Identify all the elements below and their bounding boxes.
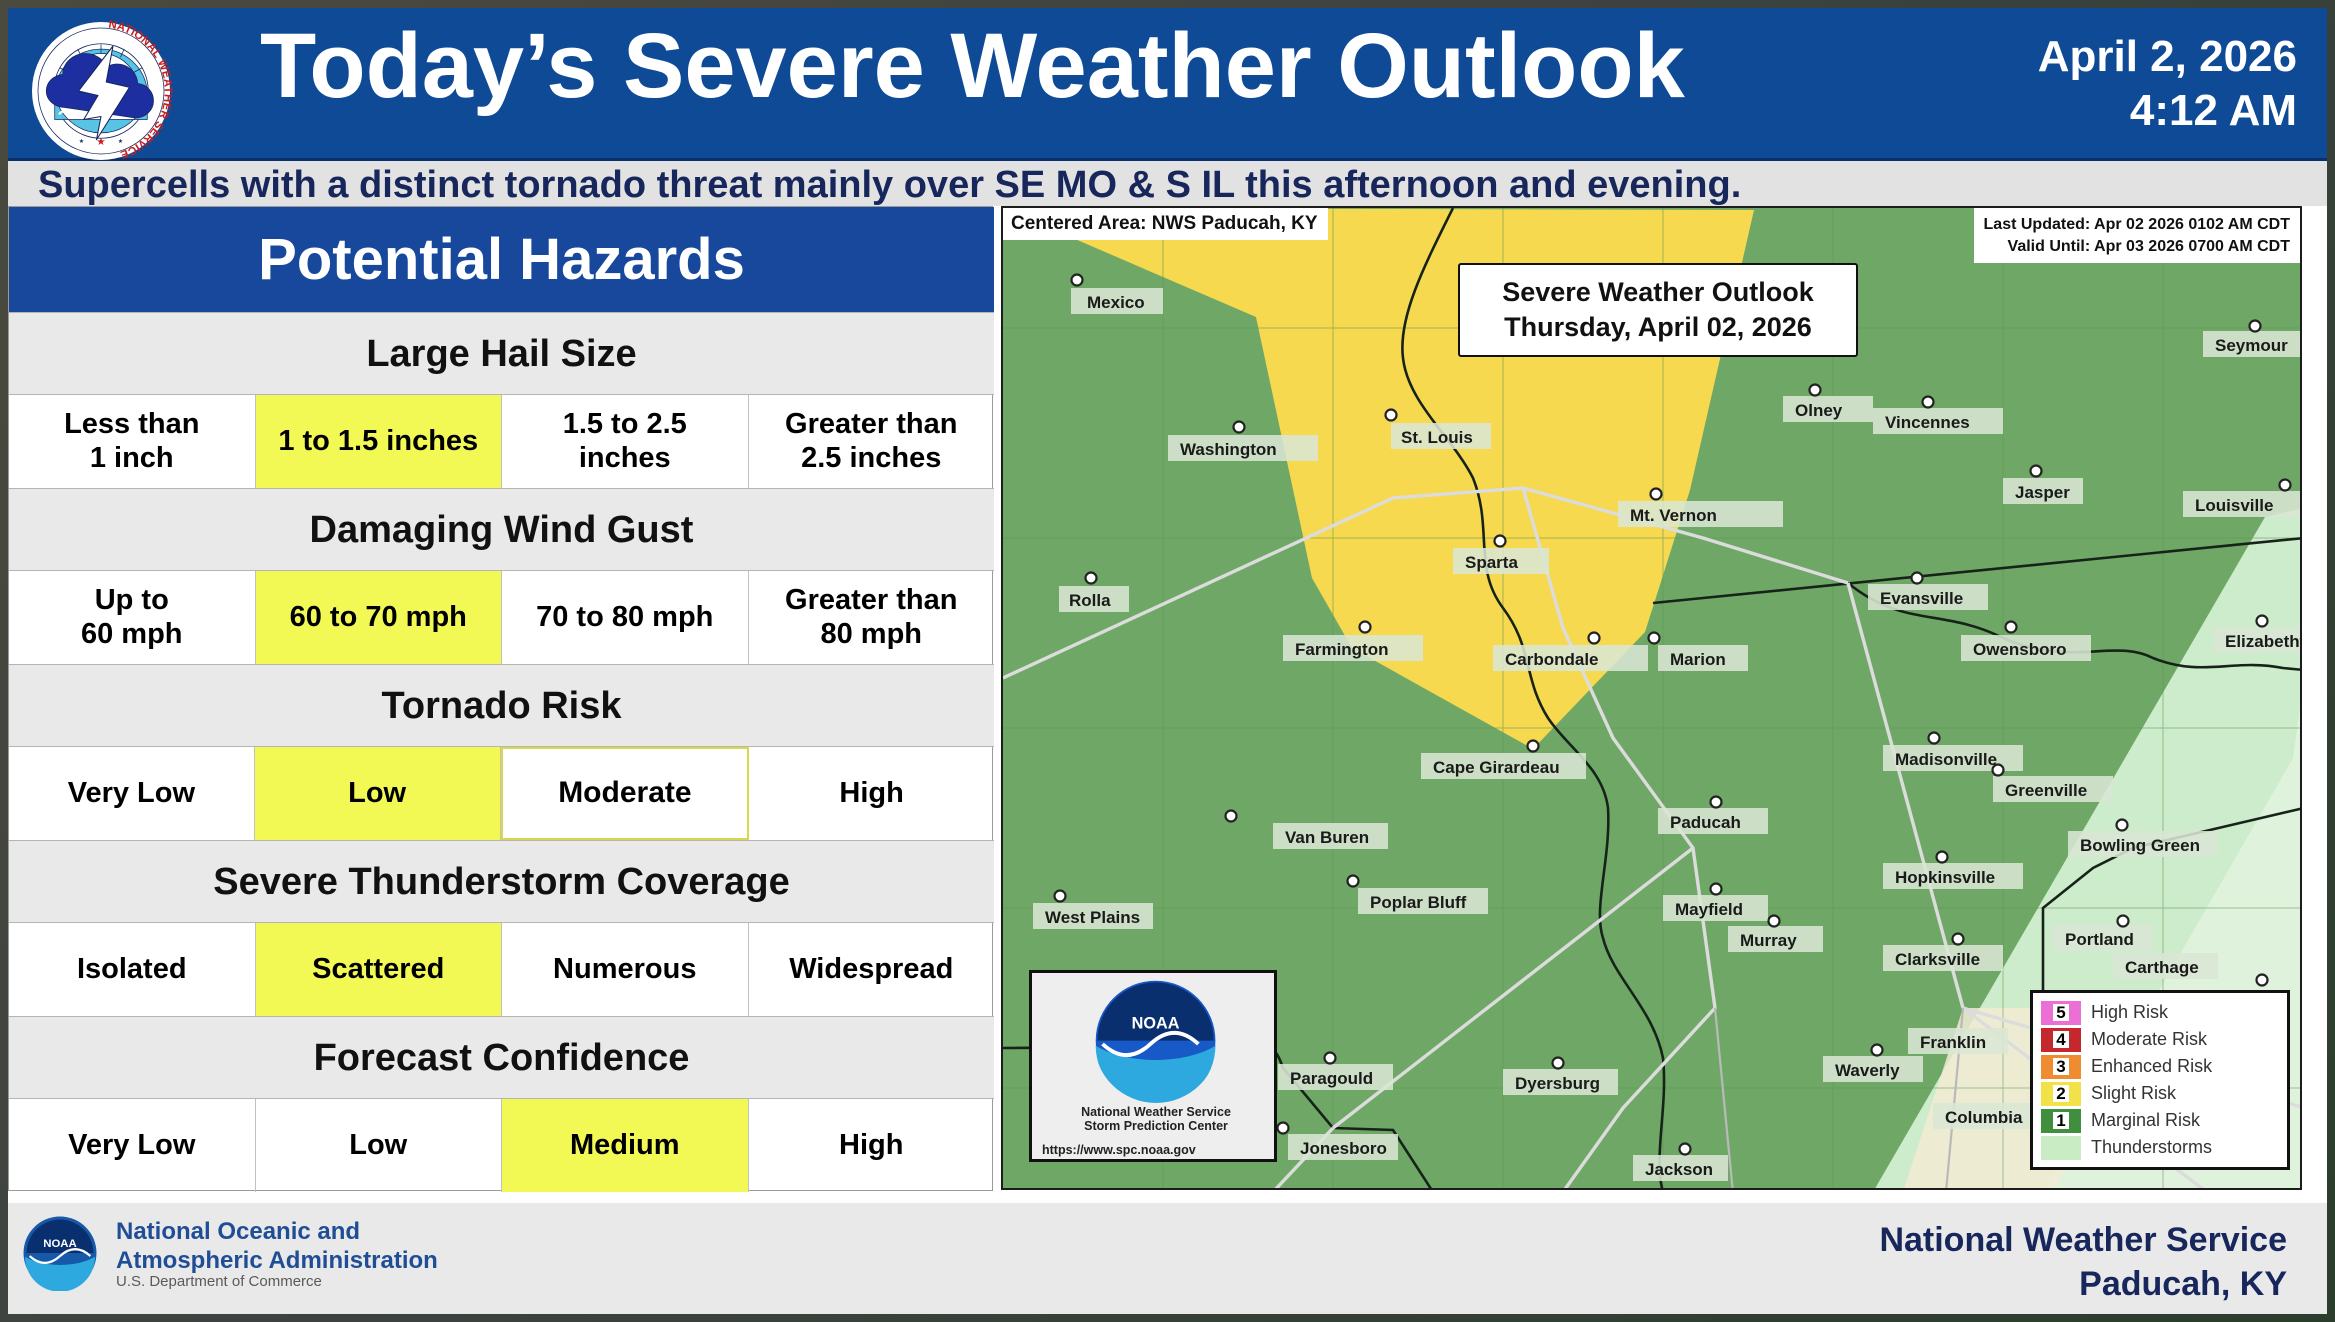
svg-text:Seymour: Seymour xyxy=(2215,336,2288,355)
svg-text:Paducah: Paducah xyxy=(1670,813,1741,832)
svg-text:Jasper: Jasper xyxy=(2015,483,2070,502)
svg-text:★: ★ xyxy=(118,138,123,145)
svg-text:NOAA: NOAA xyxy=(1132,1015,1180,1033)
svg-text:Portland: Portland xyxy=(2065,930,2134,949)
svg-text:Louisville: Louisville xyxy=(2195,496,2273,515)
svg-text:Clarksville: Clarksville xyxy=(1895,950,1980,969)
svg-text:Paragould: Paragould xyxy=(1290,1069,1373,1088)
svg-text:Cape Girardeau: Cape Girardeau xyxy=(1433,758,1560,777)
svg-text:Bowling Green: Bowling Green xyxy=(2080,836,2200,855)
svg-text:Elizabethtown: Elizabethtown xyxy=(2225,632,2302,651)
svg-text:Evansville: Evansville xyxy=(1880,589,1963,608)
svg-text:★: ★ xyxy=(96,136,106,148)
svg-text:Sparta: Sparta xyxy=(1465,553,1518,572)
svg-text:Mexico: Mexico xyxy=(1087,293,1145,312)
svg-text:Carthage: Carthage xyxy=(2125,958,2199,977)
svg-text:Hopkinsville: Hopkinsville xyxy=(1895,868,1995,887)
svg-text:Rolla: Rolla xyxy=(1069,591,1111,610)
svg-text:NOAA: NOAA xyxy=(43,1238,77,1250)
svg-text:Waverly: Waverly xyxy=(1835,1061,1900,1080)
svg-text:West Plains: West Plains xyxy=(1045,908,1140,927)
svg-text:Washington: Washington xyxy=(1180,440,1277,459)
svg-text:Dyersburg: Dyersburg xyxy=(1515,1074,1600,1093)
svg-text:Marion: Marion xyxy=(1670,650,1726,669)
svg-text:Van Buren: Van Buren xyxy=(1285,828,1369,847)
svg-text:Columbia: Columbia xyxy=(1945,1108,2023,1127)
svg-text:Jackson: Jackson xyxy=(1645,1160,1713,1179)
svg-text:Greenville: Greenville xyxy=(2005,781,2087,800)
svg-text:Olney: Olney xyxy=(1795,401,1843,420)
svg-text:St. Louis: St. Louis xyxy=(1401,428,1473,447)
svg-text:Poplar Bluff: Poplar Bluff xyxy=(1370,893,1467,912)
svg-text:Murray: Murray xyxy=(1740,931,1797,950)
svg-text:★: ★ xyxy=(79,138,84,145)
svg-text:Carbondale: Carbondale xyxy=(1505,650,1599,669)
svg-text:Mayfield: Mayfield xyxy=(1675,900,1743,919)
svg-text:Franklin: Franklin xyxy=(1920,1033,1986,1052)
svg-text:Jonesboro: Jonesboro xyxy=(1300,1139,1387,1158)
svg-text:Vincennes: Vincennes xyxy=(1885,413,1970,432)
svg-text:Farmington: Farmington xyxy=(1295,640,1389,659)
svg-text:Madisonville: Madisonville xyxy=(1895,750,1997,769)
svg-text:Mt. Vernon: Mt. Vernon xyxy=(1630,506,1717,525)
svg-text:Owensboro: Owensboro xyxy=(1973,640,2067,659)
